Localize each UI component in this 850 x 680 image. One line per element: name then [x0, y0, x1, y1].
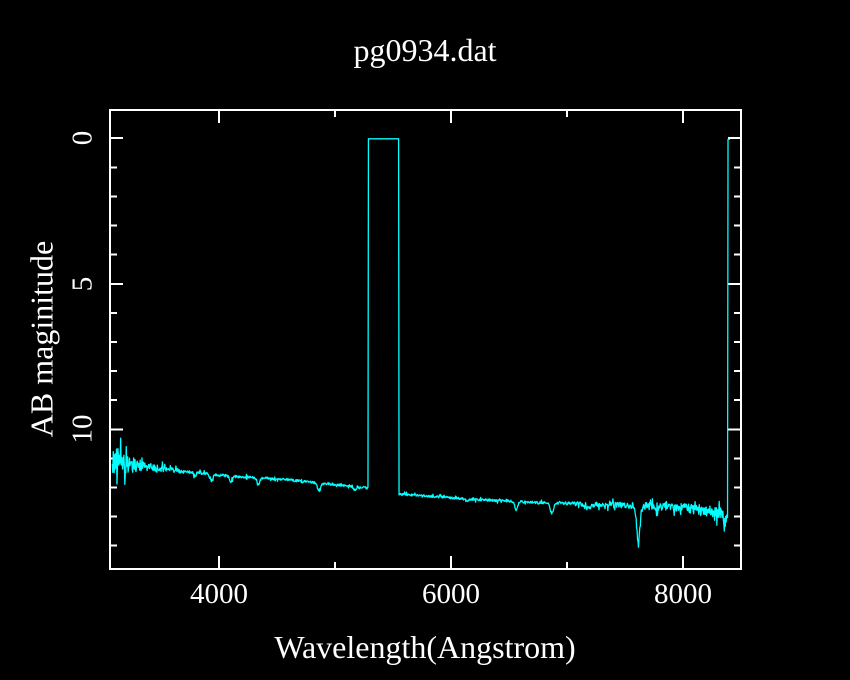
x-tick-label-4000: 4000 — [190, 578, 249, 610]
y-axis-label: AB maginitude — [23, 240, 60, 438]
y-tick-label-5: 5 — [66, 276, 99, 292]
spectrum-line — [111, 138, 731, 548]
plot-frame — [109, 109, 742, 570]
x-tick-label-6000: 6000 — [422, 578, 481, 610]
plot-title: pg0934.dat — [353, 32, 497, 68]
x-tick-label-8000: 8000 — [654, 578, 712, 610]
y-tick-label-0: 0 — [66, 130, 99, 146]
y-tick-label-10: 10 — [66, 414, 99, 444]
x-axis-label: Wavelength(Angstrom) — [274, 629, 576, 665]
